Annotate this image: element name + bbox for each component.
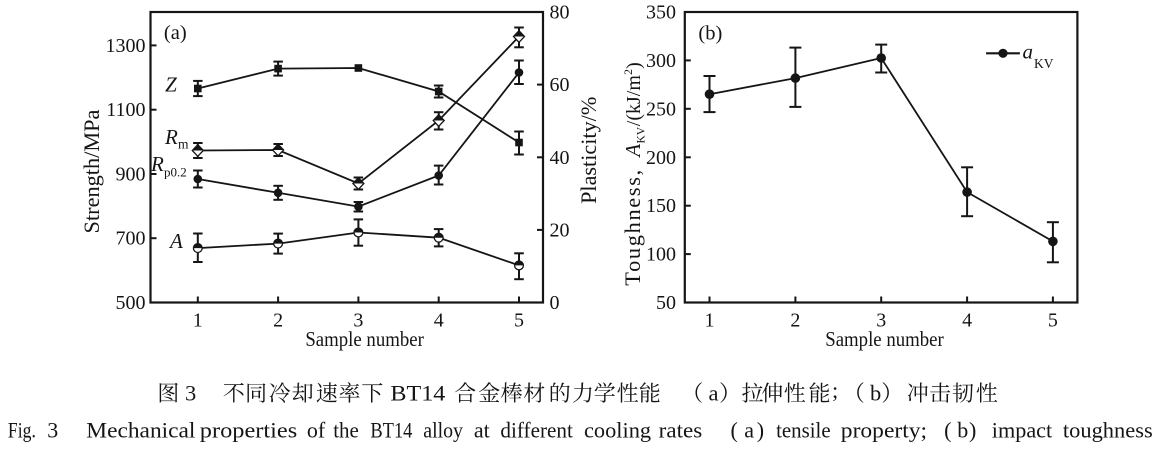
svg-text:0: 0 — [550, 292, 560, 314]
svg-text:A: A — [621, 144, 645, 159]
svg-text:50: 50 — [656, 292, 676, 314]
svg-text:(: ( — [731, 418, 738, 443]
svg-text:80: 80 — [550, 2, 570, 24]
svg-text:of: of — [307, 418, 326, 443]
svg-text:1: 1 — [705, 310, 715, 332]
svg-text:R: R — [164, 125, 178, 149]
svg-text:KV: KV — [1034, 56, 1054, 71]
svg-text:3: 3 — [353, 310, 363, 332]
svg-text:alloy: alloy — [423, 418, 463, 443]
svg-text:20: 20 — [550, 219, 570, 241]
svg-text:350: 350 — [646, 2, 676, 24]
svg-text:a: a — [1023, 40, 1034, 64]
svg-text:100: 100 — [646, 244, 676, 266]
svg-text:cooling: cooling — [584, 418, 651, 443]
svg-text:40: 40 — [550, 147, 570, 169]
svg-text:Fig.: Fig. — [8, 418, 36, 443]
svg-text:700: 700 — [116, 228, 146, 250]
svg-text:(a): (a) — [164, 22, 187, 44]
svg-text:the: the — [333, 418, 359, 443]
svg-text:3: 3 — [47, 418, 58, 443]
svg-text:150: 150 — [646, 195, 676, 217]
svg-text:5: 5 — [1048, 310, 1058, 332]
svg-text:4: 4 — [434, 310, 444, 332]
svg-text:R: R — [150, 152, 164, 176]
svg-text:at: at — [474, 418, 490, 443]
svg-text:Strength/MPa: Strength/MPa — [79, 109, 104, 233]
svg-text:5: 5 — [514, 310, 524, 332]
svg-text:2: 2 — [623, 69, 635, 75]
svg-text:(: ( — [944, 418, 951, 443]
svg-text:4: 4 — [962, 310, 972, 332]
svg-text:250: 250 — [646, 98, 676, 120]
svg-text:a: a — [744, 418, 754, 443]
svg-text:/(kJ/m: /(kJ/m — [623, 75, 645, 127]
svg-text:b: b — [870, 380, 881, 405]
svg-text:3: 3 — [876, 310, 886, 332]
svg-text:property;: property; — [841, 418, 927, 443]
svg-text:Z: Z — [165, 73, 177, 97]
svg-text:BT14: BT14 — [370, 418, 412, 443]
svg-text:3: 3 — [185, 380, 196, 405]
svg-text:): ) — [623, 62, 645, 69]
svg-text:a: a — [709, 380, 719, 405]
svg-text:1100: 1100 — [106, 99, 145, 121]
svg-text:Mechanical: Mechanical — [86, 418, 195, 443]
svg-text:rates: rates — [659, 418, 703, 443]
svg-text:2: 2 — [273, 310, 283, 332]
svg-text:): ) — [757, 418, 764, 443]
svg-text:900: 900 — [116, 164, 146, 186]
svg-text:2: 2 — [790, 310, 800, 332]
svg-text:1: 1 — [193, 310, 203, 332]
svg-text:60: 60 — [550, 74, 570, 96]
svg-text:1300: 1300 — [106, 35, 146, 57]
svg-text:impact: impact — [992, 418, 1052, 443]
svg-text:BT14: BT14 — [390, 380, 445, 405]
svg-text:tensile: tensile — [776, 418, 831, 443]
svg-text:b: b — [957, 418, 968, 443]
svg-text:m: m — [178, 137, 189, 152]
svg-text:Plasticity/%: Plasticity/% — [576, 97, 601, 204]
svg-text:p0.2: p0.2 — [164, 165, 187, 180]
svg-text:Toughness,: Toughness, — [620, 168, 645, 286]
svg-text:;: ; — [832, 378, 838, 403]
svg-text:toughness: toughness — [1063, 418, 1153, 443]
svg-text:Sample number: Sample number — [305, 327, 424, 351]
svg-text:properties: properties — [200, 418, 297, 443]
svg-text:): ) — [969, 418, 976, 443]
svg-text:(b): (b) — [698, 23, 722, 45]
svg-text:KV: KV — [636, 126, 648, 143]
svg-text:A: A — [168, 229, 183, 253]
svg-text:different: different — [500, 418, 573, 443]
svg-text:200: 200 — [646, 147, 676, 169]
svg-text:Sample number: Sample number — [825, 327, 944, 351]
svg-text:500: 500 — [116, 292, 146, 314]
svg-text:300: 300 — [646, 50, 676, 72]
